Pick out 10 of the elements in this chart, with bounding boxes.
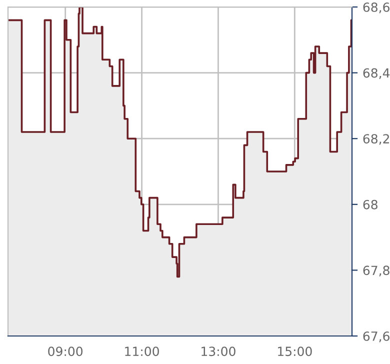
y-tick-label: 68,2	[363, 134, 389, 145]
y-tick-label: 67,8	[363, 266, 390, 276]
y-tick-label: 68	[363, 200, 378, 210]
y-tick-label: 67,6	[363, 331, 390, 342]
y-tick-label: 68,4	[363, 68, 390, 79]
x-tick-label: 13:00	[202, 346, 236, 356]
x-tick-label: 11:00	[125, 346, 159, 356]
y-tick-label: 68,6	[363, 2, 390, 14]
x-tick-label: 15:00	[278, 346, 312, 356]
x-tick-label: 09:00	[48, 346, 83, 356]
